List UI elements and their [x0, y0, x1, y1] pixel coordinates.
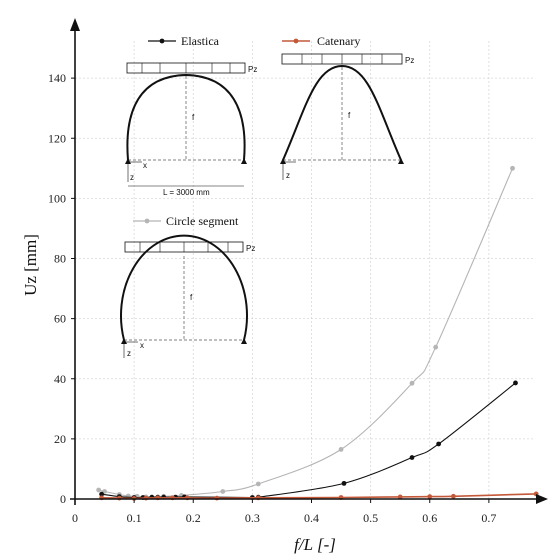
legend-elastica: Elastica [148, 34, 220, 48]
y-axis-title: Uz [mm] [21, 234, 40, 296]
data-point-elastica [409, 455, 415, 460]
y-tick-label: 140 [48, 71, 66, 85]
y-ticks: 0 20 40 60 80 100 120 140 [48, 71, 75, 506]
inset-elastica-span: L = 3000 mm [163, 188, 210, 197]
legend-circle-segment: Circle segment [133, 214, 239, 228]
x-tick-label: 0.1 [127, 511, 142, 525]
inset-circle-z: z [127, 349, 131, 358]
data-point-circle-segment [409, 380, 415, 386]
svg-text:Circle segment: Circle segment [166, 214, 239, 228]
data-point-elastica [99, 491, 105, 497]
inset-catenary: Pz f z [280, 53, 414, 180]
data-point-elastica [341, 480, 347, 486]
x-tick-label: 0.3 [245, 511, 260, 525]
data-point-circle-segment [338, 446, 344, 452]
data-point-catenary [397, 494, 403, 500]
y-tick-label: 20 [54, 432, 66, 446]
svg-text:Elastica: Elastica [181, 34, 220, 48]
inset-circle-segment: Pz f x z [120, 234, 255, 358]
inset-catenary-load: Pz [405, 56, 414, 65]
data-point-circle-segment [433, 344, 439, 350]
inset-circle-x: x [140, 341, 144, 350]
y-tick-label: 40 [54, 372, 66, 386]
y-tick-label: 120 [48, 131, 66, 145]
x-tick-label: 0 [72, 511, 78, 525]
series-line-elastica [101, 382, 516, 499]
x-tick-label: 0.5 [363, 511, 378, 525]
x-tick-label: 0.7 [481, 511, 496, 525]
y-axis-arrow [70, 18, 80, 31]
inset-catenary-z: z [286, 171, 290, 180]
x-axis-arrow [536, 494, 548, 504]
data-point-circle-segment [96, 487, 102, 493]
x-tick-label: 0.6 [422, 511, 437, 525]
inset-elastica-z: z [130, 173, 134, 182]
x-axis-title: f/L [-] [294, 535, 336, 554]
inset-catenary-rise: f [348, 111, 351, 120]
grid [75, 40, 535, 499]
legend-catenary: Catenary [282, 34, 360, 48]
data-point-catenary [427, 494, 433, 499]
inset-elastica-x: x [143, 161, 147, 170]
y-tick-label: 60 [54, 312, 66, 326]
series-line-circle-segment [98, 168, 514, 498]
inset-circle-rise: f [190, 293, 193, 302]
x-tick-label: 0.2 [186, 511, 201, 525]
data-point-elastica [436, 441, 442, 447]
inset-elastica: Pz f x z L = 3000 mm [125, 62, 257, 197]
data-point-circle-segment [255, 481, 261, 487]
inset-circle-load: Pz [246, 244, 255, 253]
svg-text:Catenary: Catenary [317, 34, 360, 48]
x-tick-label: 0.4 [304, 511, 319, 525]
x-ticks: 0 0.1 0.2 0.3 0.4 0.5 0.6 0.7 [72, 499, 496, 525]
data-point-circle-segment [220, 489, 226, 494]
series-layer [96, 165, 539, 501]
y-tick-label: 100 [48, 191, 66, 205]
data-point-circle-segment [510, 165, 515, 171]
inset-elastica-load: Pz [248, 65, 257, 74]
data-point-elastica [513, 380, 518, 386]
y-tick-label: 0 [60, 492, 66, 506]
data-point-catenary [451, 493, 456, 499]
y-tick-label: 80 [54, 252, 66, 266]
inset-elastica-rise: f [192, 113, 195, 122]
